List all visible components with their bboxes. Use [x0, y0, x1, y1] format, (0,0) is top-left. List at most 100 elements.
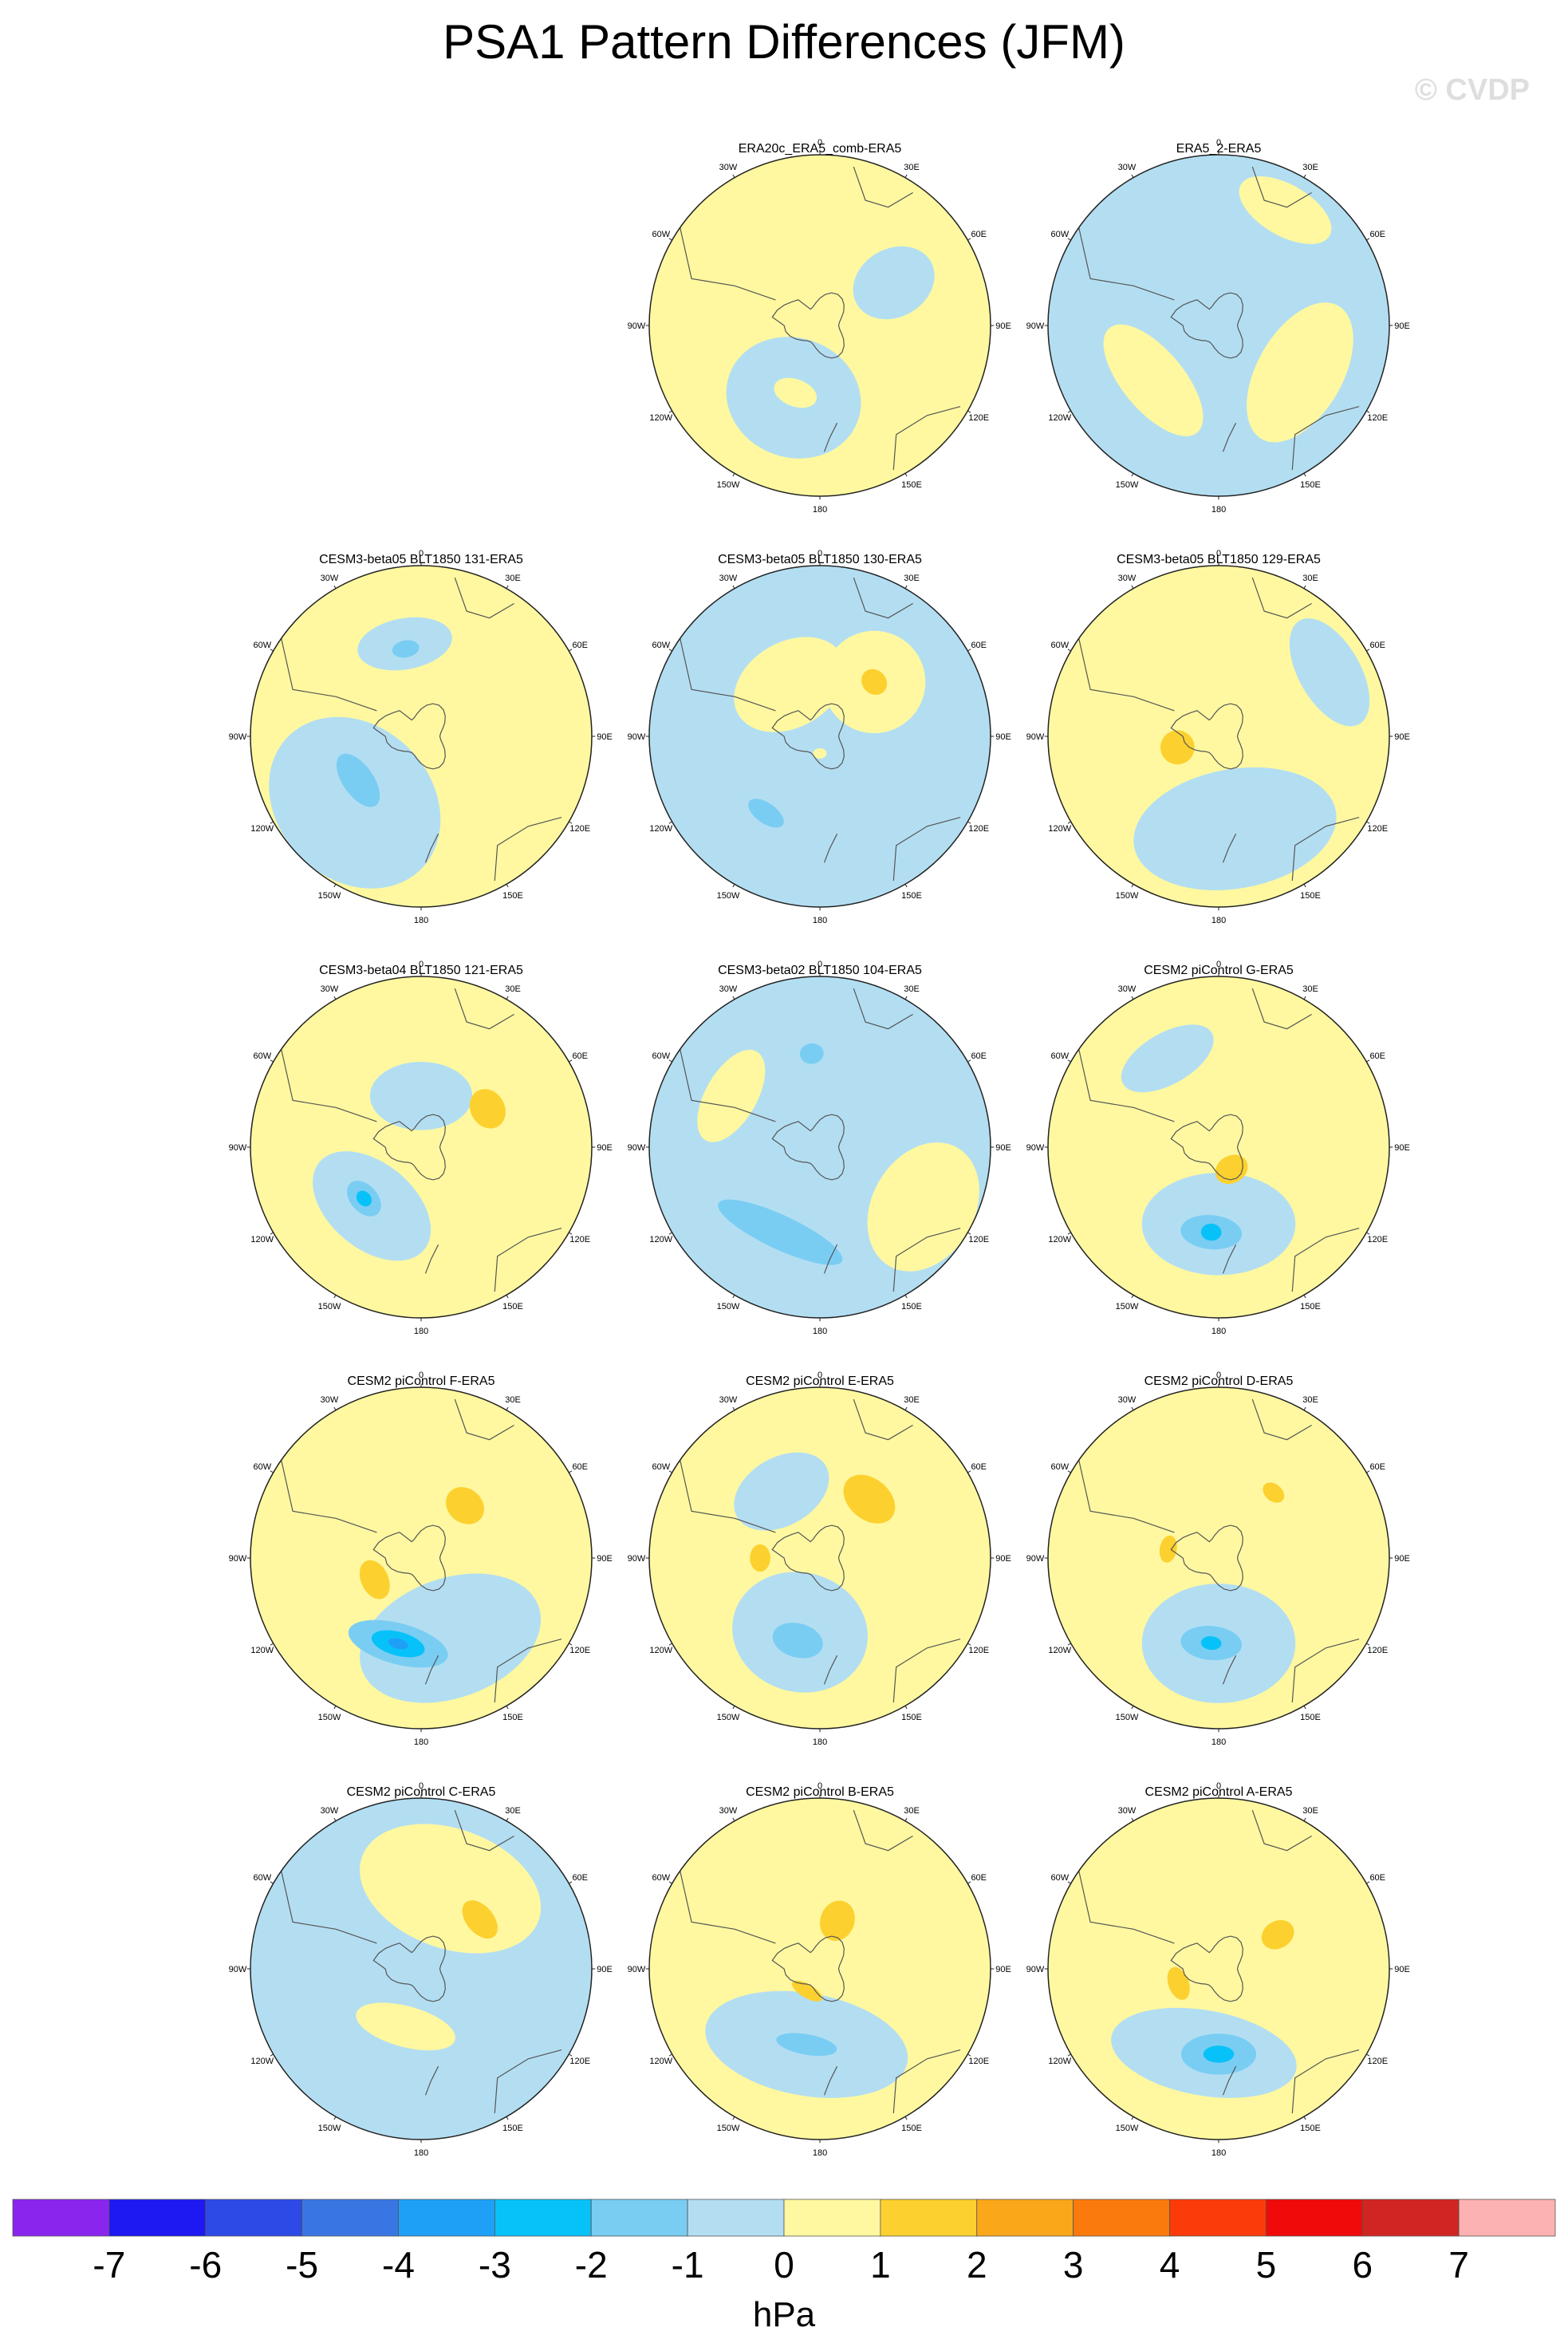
australia-coastline [494, 1639, 562, 1703]
longitude-tick [1131, 2116, 1134, 2120]
longitude-tick-label: 120E [1367, 2057, 1388, 2066]
anomaly-contour [369, 1062, 473, 1130]
longitude-tick-label: 150E [901, 2124, 922, 2133]
anomaly-contour [791, 1980, 822, 2002]
longitude-tick-label: 0 [419, 960, 424, 969]
longitude-tick-label: 60W [1050, 230, 1069, 239]
longitude-tick-label: 0 [1216, 549, 1221, 558]
longitude-tick-label: 150W [717, 891, 740, 901]
longitude-tick-label: 30W [1118, 163, 1137, 172]
antarctica-coastline [1170, 292, 1243, 359]
africa-coastline [853, 577, 913, 619]
anomaly-contour [392, 640, 420, 658]
longitude-tick-label: 90W [628, 1554, 646, 1564]
longitude-tick [668, 2053, 672, 2057]
anomaly-contour [748, 799, 784, 828]
longitude-tick [967, 1881, 971, 1884]
anomaly-contour [1203, 2045, 1235, 2063]
south-america-coastline [1078, 1871, 1175, 1944]
longitude-tick [1366, 1470, 1370, 1473]
longitude-tick-label: 150E [502, 1713, 523, 1722]
australia-coastline [892, 817, 961, 882]
south-america-coastline [1078, 1460, 1175, 1533]
anomaly-contour [446, 1487, 485, 1524]
longitude-tick-label: 120E [1367, 1235, 1388, 1244]
longitude-tick-label: 90E [995, 732, 1011, 742]
colorbar-swatch [1169, 2199, 1267, 2237]
longitude-tick-label: 180 [414, 2148, 428, 2158]
panel-title: CESM2 piControl A-ERA5 [1144, 1785, 1293, 1799]
longitude-tick-label: 120E [569, 1235, 590, 1244]
panel-title: CESM3-beta04 BLT1850 121-ERA5 [319, 964, 523, 977]
new-zealand-coastline [823, 2065, 838, 2096]
panel-title: CESM2 piControl D-ERA5 [1144, 1375, 1294, 1388]
longitude-tick-label: 150W [717, 2124, 740, 2133]
polar-map: 0 30E 60E 90E 120E 150E 180 150W 120W 90W 60W 30W [1026, 1371, 1410, 1747]
anomaly-contour [774, 377, 817, 408]
anomaly-contour [843, 1474, 896, 1524]
longitude-tick-label: 180 [1211, 2148, 1226, 2158]
longitude-tick-label: 60W [253, 1051, 271, 1061]
longitude-tick-label: 180 [1211, 1327, 1226, 1336]
longitude-tick-label: 150W [1116, 2124, 1139, 2133]
longitude-tick-label: 60E [1369, 230, 1385, 239]
longitude-tick-label: 60W [1050, 1051, 1069, 1061]
anomaly-contour [853, 246, 935, 320]
colorbar-swatch [687, 2199, 785, 2237]
longitude-tick-label: 150W [1116, 1302, 1139, 1311]
longitude-tick-label: 180 [813, 505, 827, 515]
longitude-tick-label: 0 [817, 138, 822, 148]
longitude-tick [668, 1470, 672, 1473]
longitude-tick-label: 90E [995, 1143, 1011, 1153]
anomaly-contour [867, 1142, 979, 1272]
panel-title: CESM3-beta02 BLT1850 104-ERA5 [718, 964, 922, 977]
longitude-tick-label: 0 [1216, 960, 1221, 969]
longitude-tick-label: 150W [717, 1713, 740, 1722]
anomaly-contour [1247, 302, 1353, 443]
longitude-tick-label: 150E [502, 891, 523, 901]
polar-map: 0 30E 60E 90E 120E 150E 180 150W 120W 90W 60W 30W [628, 138, 1011, 515]
longitude-tick [904, 174, 908, 178]
longitude-tick-label: 0 [419, 549, 424, 558]
anomaly-contour [776, 2033, 837, 2057]
longitude-tick-label: 120E [968, 2057, 989, 2066]
new-zealand-coastline [1222, 2065, 1237, 2096]
longitude-tick [1303, 1295, 1306, 1299]
longitude-tick [1067, 1470, 1071, 1473]
map-panel: CESM3-beta05 BLT1850 131-ERA5 0 30E 60E 90E 1… [222, 549, 621, 968]
longitude-tick-label: 60W [1050, 1462, 1069, 1472]
longitude-tick [732, 2116, 735, 2120]
longitude-tick-label: 180 [414, 916, 428, 925]
anomaly-background [250, 976, 592, 1318]
longitude-tick [668, 238, 672, 241]
south-america-coastline [680, 227, 776, 301]
longitude-tick [1303, 996, 1306, 1000]
longitude-tick-label: 120E [569, 824, 590, 834]
new-zealand-coastline [424, 1655, 439, 1685]
longitude-tick-label: 0 [817, 1781, 822, 1791]
anomaly-contour [356, 2002, 455, 2051]
longitude-tick [1303, 2116, 1306, 2120]
longitude-tick [333, 1706, 337, 1710]
longitude-tick-label: 180 [813, 1737, 827, 1747]
longitude-tick [1131, 1295, 1134, 1299]
africa-coastline [853, 1398, 913, 1441]
panel-title: CESM3-beta05 BLT1850 131-ERA5 [319, 553, 523, 566]
longitude-tick [1131, 1406, 1134, 1410]
polar-map: 0 30E 60E 90E 120E 150E 180 150W 120W 90W 60W 30W [628, 1371, 1011, 1747]
anomaly-contour [359, 1560, 390, 1599]
longitude-tick-label: 30E [1302, 163, 1318, 172]
longitude-tick-label: 120W [250, 2057, 274, 2066]
longitude-tick-label: 60W [652, 1873, 670, 1883]
longitude-tick [1067, 1059, 1071, 1063]
colorbar-swatch [494, 2199, 592, 2237]
longitude-tick [270, 1643, 274, 1646]
longitude-tick-label: 90E [995, 321, 1011, 331]
new-zealand-coastline [424, 2065, 439, 2096]
longitude-tick-label: 90E [597, 732, 613, 742]
longitude-tick-label: 30E [904, 1806, 920, 1816]
anomaly-background [649, 566, 991, 907]
longitude-tick-label: 60E [1369, 1873, 1385, 1883]
anomaly-contour [1103, 324, 1204, 436]
longitude-tick [732, 174, 735, 178]
